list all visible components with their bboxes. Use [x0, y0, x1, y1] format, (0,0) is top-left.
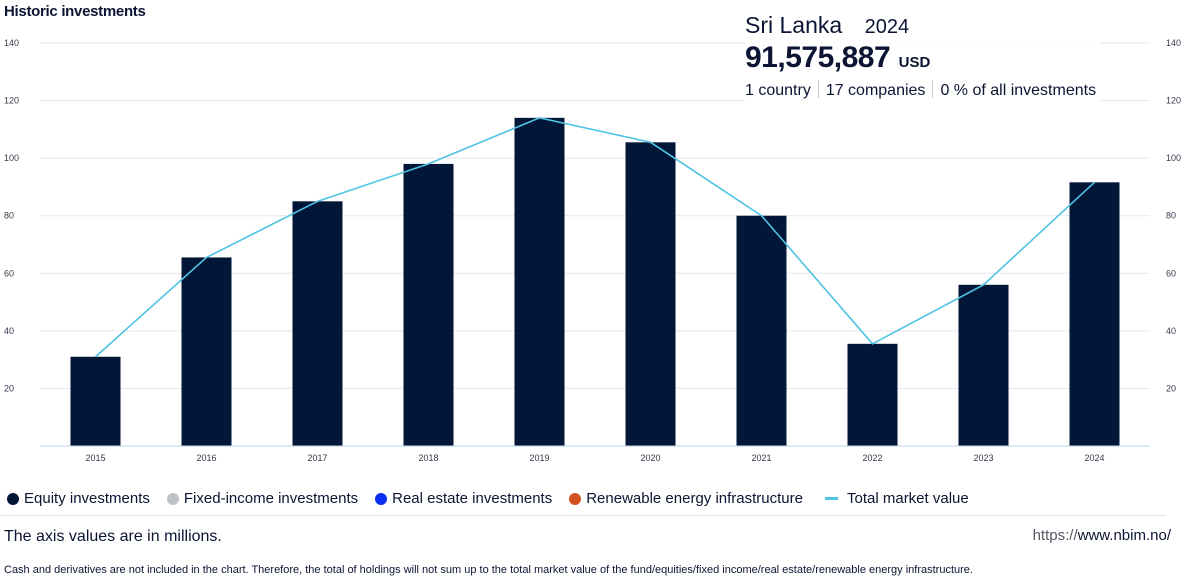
x-tick-label: 2015: [85, 453, 105, 463]
info-header: Sri Lanka 2024: [745, 12, 1096, 39]
x-tick-label: 2016: [196, 453, 216, 463]
bar-2022: [847, 343, 898, 446]
info-share: 0 % of all investments: [940, 82, 1097, 99]
y-tick-label-left: 140: [4, 38, 19, 48]
legend-item-equity[interactable]: Equity investments: [7, 490, 150, 507]
legend-label: Equity investments: [24, 490, 150, 507]
legend-line-icon: [825, 497, 838, 500]
legend-dot-icon: [166, 492, 179, 505]
bar-2015: [70, 356, 121, 446]
y-tick-label-left: 100: [4, 153, 19, 163]
y-tick-label-right: 80: [1166, 211, 1176, 221]
chart-title: Historic investments: [4, 3, 146, 20]
x-tick-label: 2024: [1084, 453, 1104, 463]
info-year: 2024: [864, 16, 910, 38]
y-tick-label-left: 80: [4, 211, 14, 221]
y-tick-label-right: 60: [1166, 268, 1176, 278]
y-tick-label-left: 20: [4, 383, 14, 393]
axis-note: The axis values are in millions.: [4, 528, 222, 545]
source-link[interactable]: https://www.nbim.no/: [1033, 527, 1171, 544]
source-scheme: https://: [1032, 527, 1078, 544]
x-tick-label: 2019: [529, 453, 549, 463]
legend-dot-icon: [375, 492, 388, 505]
x-tick-label: 2017: [307, 453, 327, 463]
legend-item-total-market-value[interactable]: Total market value: [820, 490, 969, 507]
legend-item-real-estate[interactable]: Real estate investments: [375, 490, 552, 507]
legend-label: Fixed-income investments: [183, 490, 359, 507]
bar-2017: [292, 201, 343, 446]
stats-divider: [932, 80, 934, 98]
y-tick-label-right: 120: [1166, 96, 1181, 106]
divider: [0, 515, 1166, 516]
chart-area: 20 40 60 80 100 120 140 20 40 60 80 100 120 140 2015…: [4, 38, 1181, 463]
y-tick-label-left: 60: [4, 268, 14, 278]
legend-item-fixed-income[interactable]: Fixed-income investments: [166, 490, 359, 507]
x-tick-label: 2018: [418, 453, 438, 463]
y-tick-label-left: 40: [4, 326, 14, 336]
info-value: 91,575,887: [745, 41, 891, 74]
info-value-row: 91,575,887 USD: [745, 41, 1096, 75]
y-tick-label-right: 40: [1166, 326, 1176, 336]
legend-item-renewable[interactable]: Renewable energy infrastructure: [569, 490, 803, 507]
line-series: [94, 117, 1096, 358]
chart-legend: Equity investments Fixed-income investme…: [7, 490, 986, 507]
info-country: Sri Lanka: [745, 12, 843, 38]
y-axis-right: 20 40 60 80 100 120 140: [1166, 38, 1181, 393]
info-currency: USD: [898, 54, 931, 71]
legend-label: Renewable energy infrastructure: [586, 490, 803, 507]
bar-2021: [736, 215, 787, 446]
bar-series: [70, 117, 1120, 446]
bar-2018: [403, 163, 454, 446]
legend-dot-icon: [569, 492, 582, 505]
info-country-count: 1 country: [745, 82, 811, 99]
y-tick-label-right: 100: [1166, 153, 1181, 163]
y-axis-left: 20 40 60 80 100 120 140: [4, 38, 19, 393]
x-tick-label: 2020: [640, 453, 660, 463]
bar-2020: [625, 142, 676, 446]
bar-2016: [181, 257, 232, 446]
total-market-value-line: [94, 117, 1096, 358]
source-host: www.nbim.no/: [1077, 527, 1171, 544]
y-tick-label-left: 120: [4, 96, 19, 106]
y-tick-label-right: 140: [1166, 38, 1181, 48]
bar-2024: [1069, 182, 1120, 446]
bar-2023: [958, 284, 1009, 446]
legend-label: Total market value: [847, 490, 969, 507]
bar-2019: [514, 117, 565, 446]
info-stats: 1 country 17 companies 0 % of all investme…: [745, 80, 1096, 100]
legend-dot-icon: [7, 492, 19, 505]
info-company-count: 17 companies: [825, 82, 926, 99]
y-tick-label-right: 20: [1166, 383, 1176, 393]
legend-label: Real estate investments: [392, 490, 553, 507]
selection-info-panel: Sri Lanka 2024 91,575,887 USD 1 country 1…: [745, 10, 1101, 102]
x-axis: 2015 2016 2017 2018 2019 2020 2021 2022 2023 2024: [40, 445, 1150, 463]
x-tick-label: 2021: [751, 453, 771, 463]
footnote: Cash and derivatives are not included in…: [4, 564, 973, 576]
stats-divider: [817, 80, 819, 98]
x-tick-label: 2023: [973, 453, 993, 463]
x-tick-label: 2022: [862, 453, 882, 463]
